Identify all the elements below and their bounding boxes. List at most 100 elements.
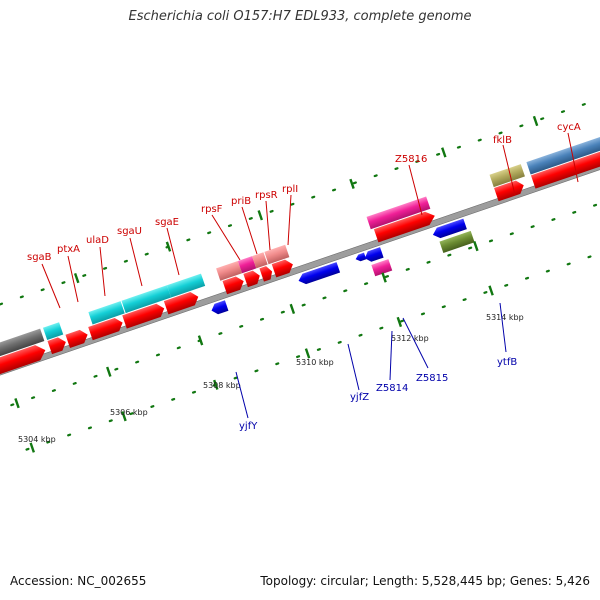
block-cyan-2 [88,301,125,325]
cds-reverse-block-green [439,230,475,253]
major-tick [121,411,127,422]
leader-line [402,317,429,369]
cds-forward-arrow [65,329,88,349]
leader-line [241,206,258,255]
block-olive [489,164,525,188]
major-tick [396,316,403,328]
outer-blocks [0,136,600,378]
block-salmon-3 [264,244,290,265]
cds-reverse-arrow [298,262,341,285]
leader-line [211,214,241,261]
tick-label-5312: 5312 kbp [391,334,429,343]
map-title: Escherichia coli O157:H7 EDL933, complet… [128,9,472,24]
forward-gene-labels: sgaB ptxA ulaD sgaU sgaE rpsF priB rpsR … [27,122,581,309]
leader-line [567,132,579,183]
major-tick [473,240,479,252]
gene-label-ytfB: ytfB [497,357,517,368]
tick-label-5314: 5314 kbp [486,313,524,322]
gene-label-ulaD: ulaD [86,235,109,246]
tick-label-5310: 5310 kbp [296,358,334,367]
gene-label-rpsF: rpsF [201,204,223,215]
major-tick [304,348,311,359]
major-tick [165,241,172,252]
gene-label-Z5815: Z5815 [416,373,448,384]
cds-forward-arrow [259,266,273,282]
gene-label-rpsR: rpsR [255,190,278,201]
cds-reverse-arrow [432,218,467,239]
block-cyan-1 [42,322,64,340]
major-tick [381,272,387,283]
reverse-gene-labels: yjfY yjfZ Z5814 Z5815 ytfB [235,302,517,432]
block-salmon-1 [216,260,243,281]
gene-label-Z5814: Z5814 [376,383,408,394]
gene-label-Z5816: Z5816 [395,154,427,165]
gene-label-ptxA: ptxA [57,244,80,255]
gene-label-fklB: fklB [493,135,512,146]
block-gray [0,328,45,378]
cds-forward-arrow [163,292,199,315]
tick-label-5306: 5306 kbp [110,408,148,417]
cds-reverse-arrow [364,247,384,262]
cds-forward-arrow [0,345,46,394]
major-tick [29,442,35,453]
scale-ticks [14,115,539,453]
major-tick [488,285,494,296]
leader-line [129,237,143,287]
reverse-cds [211,218,475,315]
major-tick [213,379,219,390]
gene-label-rplI: rplI [282,184,298,195]
gene-label-sgaU: sgaU [117,226,142,237]
leader-line [235,371,249,419]
tick-label-5304: 5304 kbp [18,435,56,444]
cds-reverse-block-pink [371,259,393,277]
leader-line [502,144,516,196]
block-steel [526,136,600,175]
leader-line [166,227,180,276]
tick-label-5308: 5308 kbp [203,381,241,390]
major-tick [532,115,539,127]
cds-forward-arrow [530,144,600,189]
dotted-guides [0,77,600,451]
cds-forward-arrow [88,317,123,341]
block-pink-2 [366,196,431,230]
gene-label-priB: priB [231,196,251,207]
leader-line [408,164,423,216]
major-tick [289,303,296,315]
cds-reverse-arrow [355,252,367,262]
major-tick [257,210,264,221]
leader-line [265,200,271,251]
major-tick [197,335,204,346]
genome-track [0,77,600,453]
genome-summary: Topology: circular; Length: 5,528,445 bp… [260,574,590,588]
leader-line [67,255,79,303]
cds-forward-arrow [47,337,66,355]
cds-forward-arrow [222,276,244,295]
scale-labels: 5304 kbp 5306 kbp 5308 kbp 5310 kbp 5312… [18,313,524,444]
gene-label-sgaE: sgaE [155,217,179,228]
major-tick [441,147,447,158]
inner-guide-line [10,170,600,407]
leader-line [389,330,393,381]
major-tick [106,366,112,377]
block-pink-1 [237,256,257,274]
leader-line [287,194,292,246]
cds-reverse-arrow [211,300,229,315]
block-cyan-3 [121,285,172,314]
major-tick [349,178,355,189]
forward-cds [0,144,600,394]
gene-label-cycA: cycA [557,122,581,133]
major-tick [14,398,20,409]
block-cyan-4 [166,273,206,298]
block-salmon-2 [252,252,268,269]
cds-forward-arrow [243,270,260,288]
major-tick [73,272,80,284]
leader-line [499,302,507,353]
leader-line [99,246,106,297]
cds-forward-arrow [494,180,524,202]
accession-label: Accession: NC_002655 [10,574,147,588]
cds-forward-arrow [373,211,435,243]
leader-line [347,343,360,391]
gene-label-sgaB: sgaB [27,252,52,263]
cds-forward-arrow [271,259,293,278]
